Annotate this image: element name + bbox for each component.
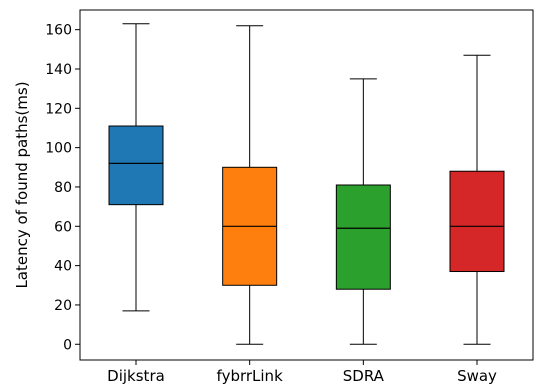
box-3 [449, 54, 505, 345]
x-tick-label: Dijkstra [107, 367, 165, 385]
y-tick-label: 140 [45, 62, 72, 78]
y-tick-label: 0 [63, 337, 72, 353]
y-tick-label: 60 [54, 219, 72, 235]
x-tick-label: Sway [457, 367, 497, 385]
y-axis: 0 20 40 60 80 100 120 140 160 [45, 23, 80, 353]
y-tick-label: 20 [54, 298, 72, 314]
y-tick-label: 100 [45, 141, 72, 157]
box-1 [222, 25, 278, 345]
iqr-box [449, 170, 505, 273]
y-axis-label: Latency of found paths(ms) [13, 81, 31, 288]
boxes [108, 23, 505, 345]
y-tick-label: 160 [45, 23, 72, 39]
box-0 [108, 23, 164, 312]
y-tick-label: 80 [54, 180, 72, 196]
y-tick-label: 40 [54, 259, 72, 275]
iqr-box [108, 125, 164, 206]
x-tick-label: SDRA [343, 367, 385, 385]
x-axis: Dijkstra fybrrLink SDRA Sway [107, 360, 497, 385]
iqr-box [335, 184, 391, 290]
y-tick-label: 120 [45, 101, 72, 117]
x-tick-label: fybrrLink [217, 367, 284, 385]
box-2 [335, 78, 391, 345]
